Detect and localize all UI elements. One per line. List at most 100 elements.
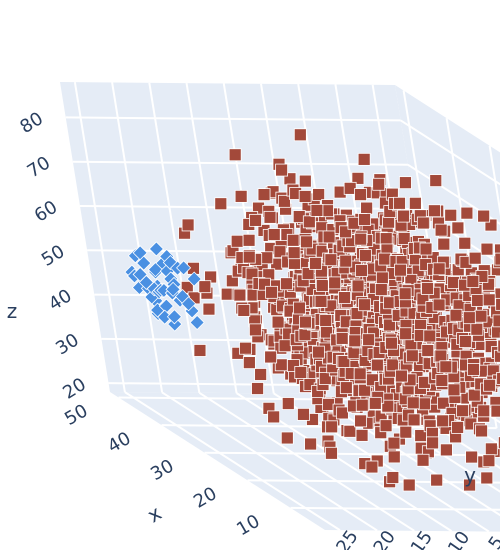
series-0-point (395, 369, 408, 383)
series-0-point (251, 382, 264, 395)
series-0-point (491, 325, 500, 339)
series-0-point (293, 128, 307, 142)
series-0-point (325, 446, 338, 460)
series-0-point (314, 295, 328, 308)
series-0-point (355, 264, 368, 277)
series-0-point (493, 349, 500, 363)
series-0-point (379, 232, 393, 246)
series-0-point (466, 275, 480, 288)
series-0-point (339, 381, 353, 395)
z-tick-label: 80 (16, 108, 47, 138)
series-0-point (354, 188, 367, 202)
x-tick-label: 50 (61, 400, 91, 430)
series-0-point (416, 453, 430, 467)
series-0-point (432, 262, 446, 276)
series-0-point (193, 344, 207, 357)
series-0-point (242, 250, 256, 264)
series-0-point (372, 177, 386, 191)
series-0-point (451, 221, 465, 235)
series-0-point (228, 148, 242, 162)
grid-line-x-wall (488, 145, 500, 217)
series-0-point (444, 208, 458, 222)
series-0-point (405, 349, 419, 363)
series-0-point (281, 397, 295, 410)
grid-line-y-floor (198, 391, 415, 532)
series-0-point (264, 350, 278, 364)
series-0-point (434, 349, 448, 363)
series-0-point (434, 223, 448, 237)
series-0-point (260, 251, 274, 265)
grid-line-z-left (79, 205, 416, 210)
series-0-point (267, 228, 281, 241)
series-0-point (286, 233, 300, 247)
grid-line-y-wall (73, 81, 126, 393)
series-0-point (354, 232, 368, 246)
series-0-point (237, 304, 251, 317)
series-0-point (351, 279, 365, 293)
series-0-point (470, 322, 484, 336)
series-0-point (242, 356, 256, 370)
series-0-point (360, 201, 374, 215)
grid-line-z-left (65, 116, 401, 122)
z-tick-label: 50 (38, 241, 69, 271)
series-0-point (402, 478, 416, 492)
series-0-point (407, 413, 421, 427)
series-0-point (482, 454, 496, 468)
series-0-point (180, 280, 194, 294)
series-0-point (480, 471, 494, 485)
series-0-point (495, 297, 500, 311)
series-0-point (398, 287, 412, 301)
series-0-point (348, 334, 362, 348)
series-1-point (166, 309, 182, 325)
series-0-point (280, 431, 294, 445)
series-0-point (249, 323, 262, 337)
series-0-point (230, 234, 244, 248)
series-0-point (265, 285, 279, 299)
series-0-point (254, 368, 268, 381)
series-0-point (322, 230, 336, 244)
series-0-point (343, 424, 357, 438)
series-0-point (293, 301, 306, 315)
series-0-point (297, 407, 310, 421)
series-0-point (181, 218, 195, 232)
series-0-point (325, 420, 339, 434)
series-0-point (368, 396, 382, 410)
series-0-point (315, 279, 329, 292)
series-1-point (148, 241, 164, 257)
series-0-point (468, 251, 482, 265)
series-0-point (465, 450, 479, 464)
series-0-point (383, 318, 396, 332)
grid-line-y-wall (111, 82, 164, 393)
series-0-point (304, 437, 317, 451)
series-0-point (399, 327, 413, 341)
series-0-point (497, 339, 500, 353)
series-0-point (484, 442, 498, 456)
series-0-point (386, 358, 400, 372)
series-0-point (467, 363, 480, 376)
series-0-point (275, 163, 289, 177)
x-tick-label: 40 (104, 428, 134, 458)
series-0-point (386, 471, 400, 484)
series-0-point (435, 374, 449, 387)
series-0-point (277, 194, 291, 208)
x-tick-label: 20 (190, 483, 220, 513)
grid-line-y-wall (148, 82, 201, 393)
series-0-point (379, 419, 393, 433)
series-0-point (447, 383, 461, 397)
series-0-point (273, 245, 287, 259)
series-0-point (280, 277, 293, 291)
series-0-point (483, 378, 496, 392)
series-1-point (189, 314, 205, 331)
series-0-point (394, 263, 407, 277)
series-0-point (319, 314, 333, 327)
series-0-point (458, 236, 472, 250)
series-0-point (271, 315, 285, 329)
series-0-point (245, 267, 259, 281)
series-0-point (354, 414, 367, 428)
series-0-point (387, 450, 401, 464)
series-0-point (496, 372, 500, 385)
series-0-point (497, 436, 500, 450)
grid-line-z-right (407, 163, 500, 226)
series-0-point (429, 174, 443, 188)
